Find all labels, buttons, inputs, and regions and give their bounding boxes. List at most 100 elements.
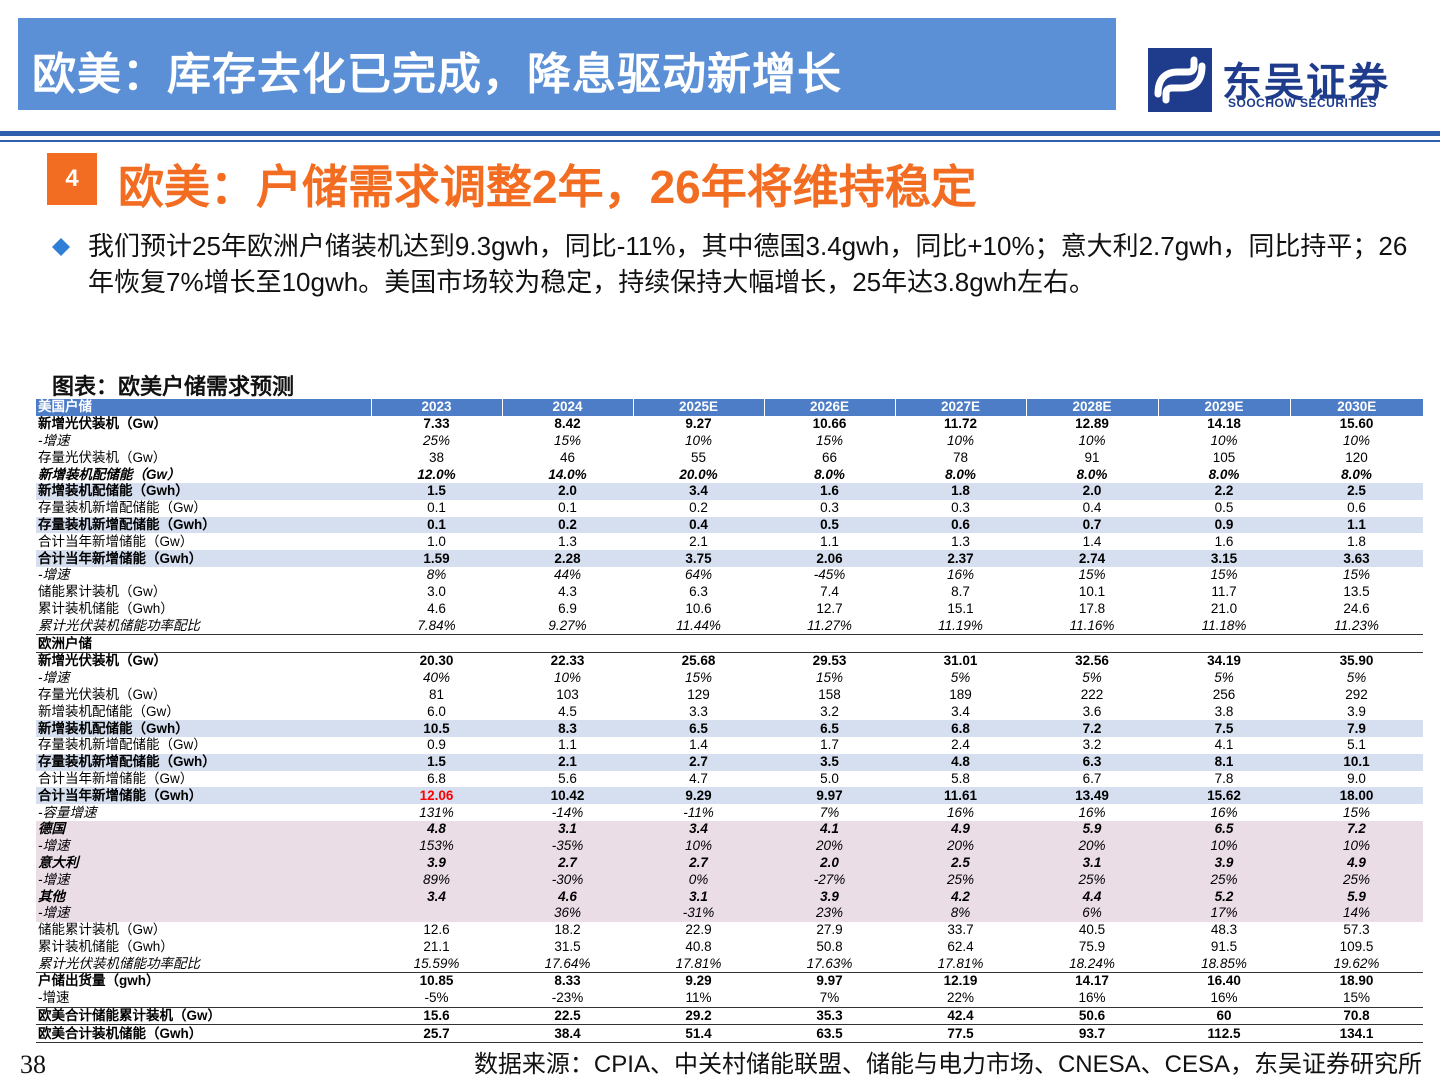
table-cell: 15.60	[1339, 416, 1374, 432]
table-cell: 1.4	[1082, 533, 1102, 549]
table-cell: 10.66	[812, 416, 847, 432]
table-cell: 2.7	[502, 854, 633, 872]
table-cell: 18.85%	[1158, 955, 1290, 974]
table-cell: 4.8	[371, 820, 502, 838]
table-cell: 60	[1158, 1007, 1290, 1026]
table-cell: 3.9	[764, 888, 895, 905]
table-cell: 16%	[946, 567, 975, 583]
row-label: -增速	[38, 567, 70, 583]
table-cell	[895, 634, 1026, 653]
table-cell: 81	[428, 686, 445, 702]
table-header-year: 2028E	[1026, 399, 1159, 416]
row-label: 合计当年新增储能（Gw）	[38, 533, 194, 549]
table-cell	[764, 634, 895, 653]
table-cell: 4.4	[1026, 888, 1158, 905]
table-cell: 2.28	[502, 550, 633, 567]
table-cell: 105	[1212, 449, 1236, 465]
table-cell: 89%	[371, 871, 502, 889]
table-row: 德国 4.8 3.1 3.4 4.1 4.9 5.9 6.5 7.2	[36, 820, 1423, 838]
table-cell: 46	[559, 449, 576, 465]
table-header-year: 2029E	[1158, 399, 1291, 416]
table-cell: 6.8	[427, 770, 446, 786]
table-cell: 8.7	[951, 584, 970, 600]
table-cell: 2.74	[1026, 550, 1158, 567]
table-cell: 6.7	[1082, 770, 1102, 786]
table-cell: 6%	[1026, 904, 1158, 922]
table-cell: 11.61	[895, 787, 1026, 805]
page-number: 38	[20, 1050, 46, 1079]
table-cell: 17.64%	[502, 955, 633, 974]
row-label: 合计当年新增储能（Gw）	[38, 770, 194, 786]
table-cell: 21.1	[423, 938, 450, 954]
table-cell: 6.8	[895, 720, 1026, 737]
row-label: 存量装机新增配储能（Gw）	[38, 500, 207, 516]
table-cell: 15%	[553, 432, 582, 448]
table-cell: 40%	[422, 670, 451, 686]
table-header-label: 美国户储	[36, 399, 372, 416]
table-cell: 1.4	[689, 737, 708, 753]
table-cell: 14.18	[1207, 416, 1241, 432]
table-row: 存量装机新增配储能（Gwh） 0.1 0.2 0.4 0.5 0.6 0.7 0.9 1.1	[36, 516, 1423, 534]
table-cell: 11.72	[943, 416, 978, 432]
table-cell: 9.27%	[502, 617, 633, 636]
table-cell: 1.8	[1347, 533, 1366, 549]
table-header-year: 2026E	[764, 399, 896, 416]
table-cell: 7.4	[820, 584, 839, 600]
table-cell: 112.5	[1158, 1024, 1290, 1044]
table-cell: 1.1	[820, 533, 839, 549]
table-cell: 34.19	[1207, 653, 1241, 669]
table-row: 储能累计装机（Gw） 3.0 4.3 6.3 7.4 8.7 10.1 11.7 13.5	[36, 584, 1423, 601]
table-cell: 18.90	[1339, 973, 1374, 989]
table-cell: 91	[1084, 449, 1100, 465]
table-cell: 5.9	[1026, 820, 1158, 838]
table-cell: 14.0%	[548, 466, 587, 482]
table-cell: 4.1	[764, 820, 895, 838]
company-logo: 东吴证券 SOOCHOW SECURITIES	[1148, 48, 1418, 112]
table-cell: 222	[1080, 686, 1104, 702]
table-cell: 25%	[1158, 871, 1290, 889]
table-cell: 62.4	[947, 938, 974, 954]
table-cell: 7.33	[423, 416, 450, 432]
table-cell: 3.6	[1082, 703, 1102, 719]
table-row: 新增光伏装机（Gw） 20.30 22.33 25.68 29.53 31.01 32.56…	[36, 652, 1423, 669]
table-cell: 11.27%	[764, 617, 895, 636]
row-label: -增速	[36, 904, 371, 922]
logo-english-name: SOOCHOW SECURITIES	[1228, 96, 1378, 110]
table-cell: 14%	[1290, 904, 1423, 922]
table-cell: 32.56	[1075, 653, 1109, 669]
table-cell: 25%	[422, 432, 451, 448]
table-cell: 12.89	[1075, 416, 1109, 432]
table-cell: 33.7	[947, 922, 974, 938]
table-cell: 1.59	[371, 550, 502, 567]
header-divider-thin	[0, 140, 1440, 142]
table-cell: 20%	[764, 837, 895, 855]
table-row: -增速 -5% -23% 11% 7% 22% 16% 16% 15%	[36, 989, 1423, 1008]
diamond-bullet-icon	[52, 238, 70, 256]
table-cell: 3.1	[1026, 854, 1158, 872]
table-cell: 3.9	[1158, 854, 1290, 872]
table-cell: 11.23%	[1290, 617, 1423, 636]
table-cell: 6.3	[1026, 753, 1158, 771]
table-cell: 16%	[1078, 804, 1106, 820]
table-cell: 25%	[895, 871, 1026, 889]
table-cell: 16%	[1158, 989, 1290, 1008]
table-cell: 2.5	[1290, 482, 1423, 500]
table-cell	[1026, 634, 1158, 653]
data-source-note: 数据来源：CPIA、中关村储能联盟、储能与电力市场、CNESA、CESA，东吴证…	[473, 1051, 1422, 1078]
table-cell: 1.3	[558, 533, 577, 549]
table-cell: 0.6	[1347, 500, 1366, 516]
table-cell: 6.5	[1158, 820, 1290, 838]
table-cell: 17.63%	[764, 955, 895, 974]
table-header-year: 2027E	[895, 399, 1027, 416]
table-cell: 4.1	[1214, 737, 1234, 753]
table-cell: 15%	[815, 670, 844, 686]
table-cell: 1.0	[427, 533, 446, 549]
row-label: 存量装机新增配储能（Gwh）	[36, 753, 371, 771]
row-label: 合计当年新增储能（Gwh）	[36, 787, 371, 805]
table-cell: 16%	[1210, 804, 1238, 820]
table-cell: 8.0%	[945, 466, 976, 482]
table-cell: 66	[821, 449, 838, 465]
table-cell: 2.0	[764, 854, 895, 872]
table-cell: 4.9	[1290, 854, 1423, 872]
table-cell: 3.8	[1214, 703, 1234, 719]
